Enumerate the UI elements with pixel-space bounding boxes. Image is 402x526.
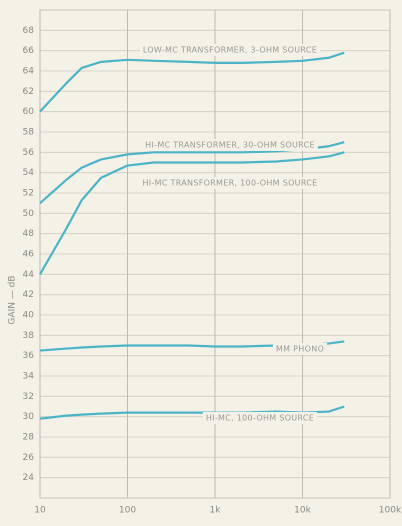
series-label-bg: [272, 343, 328, 355]
y-tick-label: 52: [23, 189, 34, 199]
x-tick-label: 10: [34, 506, 46, 516]
series-label-bg: [139, 44, 321, 56]
y-tick-label: 56: [23, 148, 35, 158]
y-tick-label: 38: [23, 331, 35, 341]
series-label: LOW-MC TRANSFORMER, 3-OHM SOURCE: [143, 46, 317, 55]
y-tick-label: 60: [23, 107, 35, 117]
series-label: HI-MC, 100-OHM SOURCE: [206, 414, 314, 423]
series-label: MM PHONO: [276, 345, 324, 354]
y-tick-label: 50: [23, 209, 35, 219]
y-tick-label: 30: [23, 412, 35, 422]
y-tick-label: 66: [23, 46, 35, 56]
y-tick-label: 40: [23, 311, 35, 321]
series-label: HI-MC TRANSFORMER, 30-OHM SOURCE: [145, 141, 315, 150]
y-tick-label: 54: [23, 168, 35, 178]
y-tick-label: 44: [23, 270, 35, 280]
y-tick-label: 58: [23, 128, 35, 138]
series-label-bg: [139, 177, 321, 189]
y-tick-label: 42: [23, 290, 34, 300]
y-tick-label: 28: [23, 433, 35, 443]
y-axis-label: GAIN — dB: [8, 275, 18, 324]
series-line: [39, 151, 345, 275]
series-label: HI-MC TRANSFORMER, 100-OHM SOURCE: [142, 179, 317, 188]
y-tick-label: 34: [23, 372, 35, 382]
y-tick-label: 26: [23, 453, 35, 463]
y-tick-label: 68: [23, 26, 35, 36]
y-tick-label: 24: [23, 473, 35, 483]
y-tick-label: 64: [23, 67, 35, 77]
y-tick-label: 48: [23, 229, 35, 239]
y-tick-label: 62: [23, 87, 34, 97]
series-label-bg: [202, 412, 318, 424]
y-tick-label: 32: [23, 392, 34, 402]
x-tick-label: 100k: [379, 506, 402, 516]
x-tick-label: 1k: [210, 506, 222, 516]
x-tick-label: 10k: [294, 506, 311, 516]
series-line: [39, 51, 345, 113]
y-tick-label: 36: [23, 351, 35, 361]
x-tick-label: 100: [119, 506, 136, 516]
series-label-bg: [142, 139, 318, 151]
y-tick-label: 46: [23, 250, 35, 260]
